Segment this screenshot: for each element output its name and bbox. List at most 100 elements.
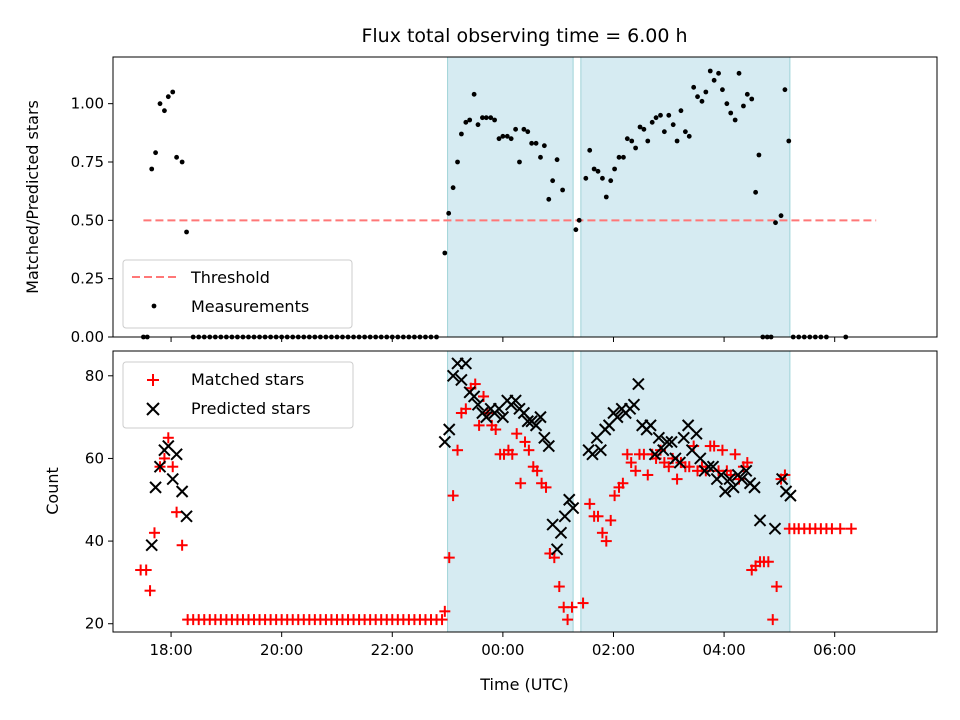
measurement-point	[691, 84, 697, 90]
predicted-stars-point	[586, 448, 599, 461]
measurement-point	[778, 213, 784, 219]
matched-stars-point	[596, 527, 608, 539]
predicted-stars-point	[718, 485, 732, 498]
measurement-point	[513, 126, 518, 132]
legend-matched-label: Matched stars	[191, 370, 304, 389]
matched-stars-point	[617, 477, 629, 489]
matched-stars-point	[460, 403, 472, 415]
legend-matched-marker	[147, 374, 159, 386]
measurement-point	[560, 187, 566, 193]
matched-stars-point	[762, 556, 774, 568]
predicted-stars-point	[594, 443, 607, 457]
measurement-point	[467, 117, 473, 123]
measurement-point	[459, 131, 464, 137]
matched-stars-point	[621, 448, 633, 460]
matched-stars-point	[439, 605, 451, 617]
measurement-point	[162, 108, 167, 114]
measurement-point	[550, 178, 556, 184]
predicted-stars-point	[648, 448, 662, 461]
matched-stars-point	[519, 436, 531, 448]
measurement-point	[149, 166, 155, 172]
matched-stars-point	[511, 428, 523, 440]
measurement-point	[711, 77, 717, 83]
predicted-stars-point	[166, 472, 179, 486]
predicted-stars-point	[611, 410, 624, 424]
predicted-stars-point	[529, 419, 543, 432]
measurement-point	[471, 91, 477, 97]
legend-measurements-marker	[151, 303, 157, 309]
matched-stars-point	[741, 457, 753, 469]
measurement-point	[641, 126, 647, 132]
matched-stars-point	[767, 614, 779, 626]
predicted-stars-point	[768, 522, 782, 535]
top-legend-box	[122, 259, 353, 329]
measurement-point	[612, 166, 617, 172]
measurement-point	[699, 98, 705, 104]
predicted-stars-point	[459, 357, 473, 370]
measurement-point	[645, 138, 651, 144]
measurement-point	[488, 115, 494, 121]
matched-stars-point	[452, 444, 464, 456]
predicted-stars-point	[627, 398, 641, 411]
measurement-point	[153, 150, 158, 156]
measurement-point	[583, 175, 589, 181]
predicted-stars-point	[753, 514, 767, 527]
measurement-point	[749, 96, 755, 102]
measurement-point	[480, 115, 485, 121]
matched-stars-point	[515, 477, 527, 489]
predicted-stars-point	[438, 435, 452, 449]
measurement-point	[529, 140, 535, 146]
bottom-y-tick-label: 80	[85, 367, 104, 385]
bottom-x-tick-label: 22:00	[371, 641, 414, 659]
predicted-stars-point	[660, 435, 674, 449]
legend-threshold-label: Threshold	[190, 268, 270, 287]
measurement-point	[744, 91, 750, 97]
measurement-point	[600, 175, 605, 181]
measurement-point	[756, 152, 762, 158]
matched-stars-point	[566, 601, 578, 613]
measurement-point	[463, 119, 469, 125]
bottom-y-tick-label: 20	[85, 615, 104, 633]
matched-stars-point	[609, 490, 621, 502]
matched-stars-point	[506, 448, 518, 460]
predicted-stars-point	[677, 431, 690, 444]
top-y-tick-label: 0.25	[71, 270, 104, 288]
matched-stars-point	[771, 581, 783, 593]
matched-stars-point	[553, 581, 565, 593]
bottom-x-tick-label: 00:00	[481, 641, 524, 659]
matched-stars-point	[473, 419, 485, 431]
predicted-stars-point	[496, 410, 510, 424]
matched-stars-point	[140, 564, 152, 576]
measurement-point	[624, 136, 630, 142]
measurement-point	[504, 133, 510, 139]
measurement-point	[450, 185, 456, 191]
predicted-stars-point	[509, 394, 522, 407]
predicted-stars-point	[740, 464, 753, 478]
matched-stars-point	[729, 448, 741, 460]
measurement-point	[492, 117, 497, 123]
predicted-stars-point	[542, 439, 555, 453]
predicted-stars-point	[563, 493, 576, 506]
predicted-stars-point	[145, 539, 158, 552]
matched-stars-point	[577, 597, 589, 609]
matched-stars-point	[144, 585, 156, 597]
measurement-point	[716, 70, 721, 76]
predicted-stars-point	[467, 390, 481, 403]
measurement-point	[517, 159, 522, 165]
measurement-point	[500, 133, 506, 139]
matched-stars-point	[531, 465, 543, 477]
predicted-stars-point	[443, 423, 456, 436]
matched-stars-point	[176, 539, 188, 551]
measurement-point	[703, 89, 709, 95]
top-y-tick-label: 0.50	[71, 211, 104, 229]
bottom-y-tick-label: 60	[85, 449, 104, 467]
bottom-y-tick-label: 40	[85, 532, 104, 550]
predicted-stars-point	[480, 410, 493, 424]
top-y-tick-label: 1.00	[71, 95, 104, 113]
predicted-stars-point	[175, 485, 189, 498]
measurement-point	[446, 210, 452, 216]
matched-stars-point	[834, 523, 846, 535]
measurement-point	[184, 229, 189, 235]
measurement-point	[521, 126, 527, 132]
top-shaded-interval	[447, 56, 574, 338]
